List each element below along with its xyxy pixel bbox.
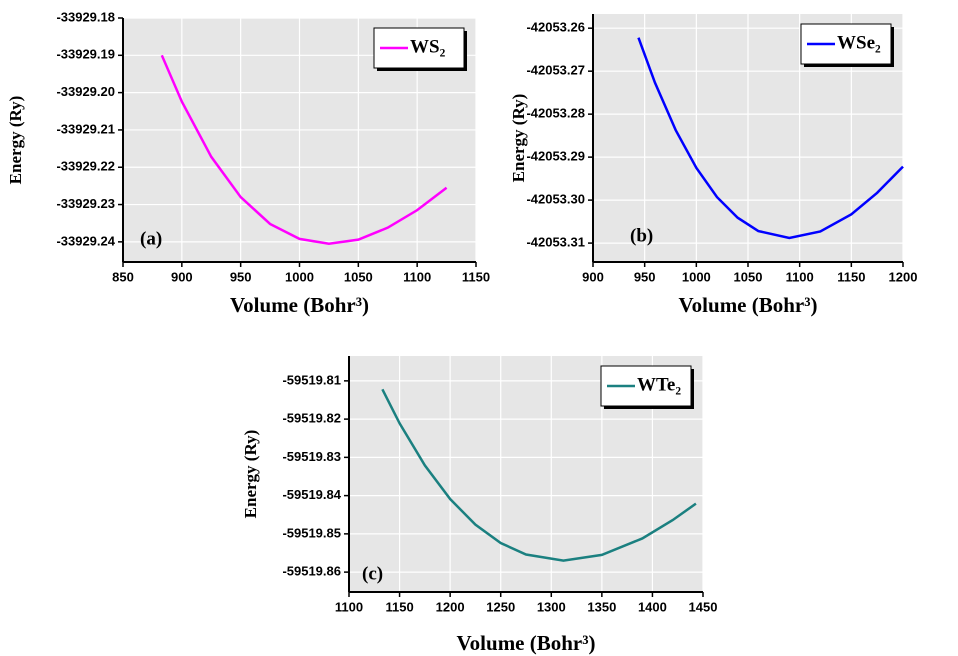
panel-label: (c) xyxy=(362,563,383,584)
x-tick-label: 1150 xyxy=(462,269,490,284)
x-tick-label: 1300 xyxy=(537,599,566,614)
y-tick-label: -42053.29 xyxy=(526,149,585,164)
x-tick-label: 1150 xyxy=(385,599,413,614)
y-axis-title: Energy (Ry) xyxy=(509,94,528,183)
x-tick-label: 1450 xyxy=(689,599,718,614)
x-tick-label: 1200 xyxy=(436,599,465,614)
data-line xyxy=(637,37,904,240)
y-tick-label: -42053.30 xyxy=(526,192,585,207)
y-axis-title: Energy (Ry) xyxy=(241,430,260,519)
x-tick-label: 850 xyxy=(112,269,134,284)
x-tick-label: 1050 xyxy=(734,269,763,284)
x-tick-label: 900 xyxy=(171,269,193,284)
x-tick-label: 1100 xyxy=(335,599,363,614)
x-tick-label: 950 xyxy=(634,269,656,284)
y-tick-label: -59519.81 xyxy=(282,372,341,387)
y-tick-label: -42053.27 xyxy=(526,63,585,78)
x-tick-label: 1050 xyxy=(344,269,373,284)
y-tick-label: -42053.28 xyxy=(526,106,585,121)
data-line xyxy=(381,388,697,562)
x-axis-title: Volume (Bohr³) xyxy=(456,631,595,655)
y-tick-label: -59519.84 xyxy=(282,487,341,502)
y-tick-label: -59519.83 xyxy=(282,449,341,464)
x-tick-label: 1250 xyxy=(486,599,515,614)
panel-label: (a) xyxy=(140,228,162,249)
x-tick-label: 1150 xyxy=(837,269,865,284)
y-tick-label: -33929.24 xyxy=(56,233,115,248)
y-tick-label: -33929.18 xyxy=(56,9,115,24)
x-tick-label: 1100 xyxy=(403,269,431,284)
x-tick-label: 1400 xyxy=(638,599,667,614)
y-tick-label: -33929.21 xyxy=(56,121,115,136)
y-tick-label: -33929.23 xyxy=(56,196,115,211)
y-tick-label: -33929.20 xyxy=(56,84,115,99)
legend-label: WS₂ xyxy=(410,36,446,57)
panel-label: (b) xyxy=(630,225,653,246)
x-tick-label: 1000 xyxy=(682,269,711,284)
y-tick-label: -33929.19 xyxy=(56,47,115,62)
x-axis-title: Volume (Bohr³) xyxy=(678,293,817,317)
x-tick-label: 900 xyxy=(582,269,604,284)
x-tick-label: 1200 xyxy=(889,269,918,284)
legend-label: WSe₂ xyxy=(837,32,881,53)
x-axis-title: Volume (Bohr³) xyxy=(230,293,369,317)
y-tick-label: -33929.22 xyxy=(56,159,115,174)
y-tick-label: -59519.86 xyxy=(282,564,341,579)
y-tick-label: -42053.26 xyxy=(526,20,585,35)
x-tick-label: 1350 xyxy=(587,599,616,614)
x-tick-label: 1100 xyxy=(786,269,814,284)
y-tick-label: -42053.31 xyxy=(526,235,585,250)
data-line xyxy=(160,54,448,245)
y-axis-title: Energy (Ry) xyxy=(6,96,25,185)
legend-label: WTe₂ xyxy=(637,374,681,395)
y-tick-label: -59519.82 xyxy=(282,411,341,426)
y-tick-label: -59519.85 xyxy=(282,525,341,540)
x-tick-label: 950 xyxy=(230,269,252,284)
x-tick-label: 1000 xyxy=(285,269,314,284)
